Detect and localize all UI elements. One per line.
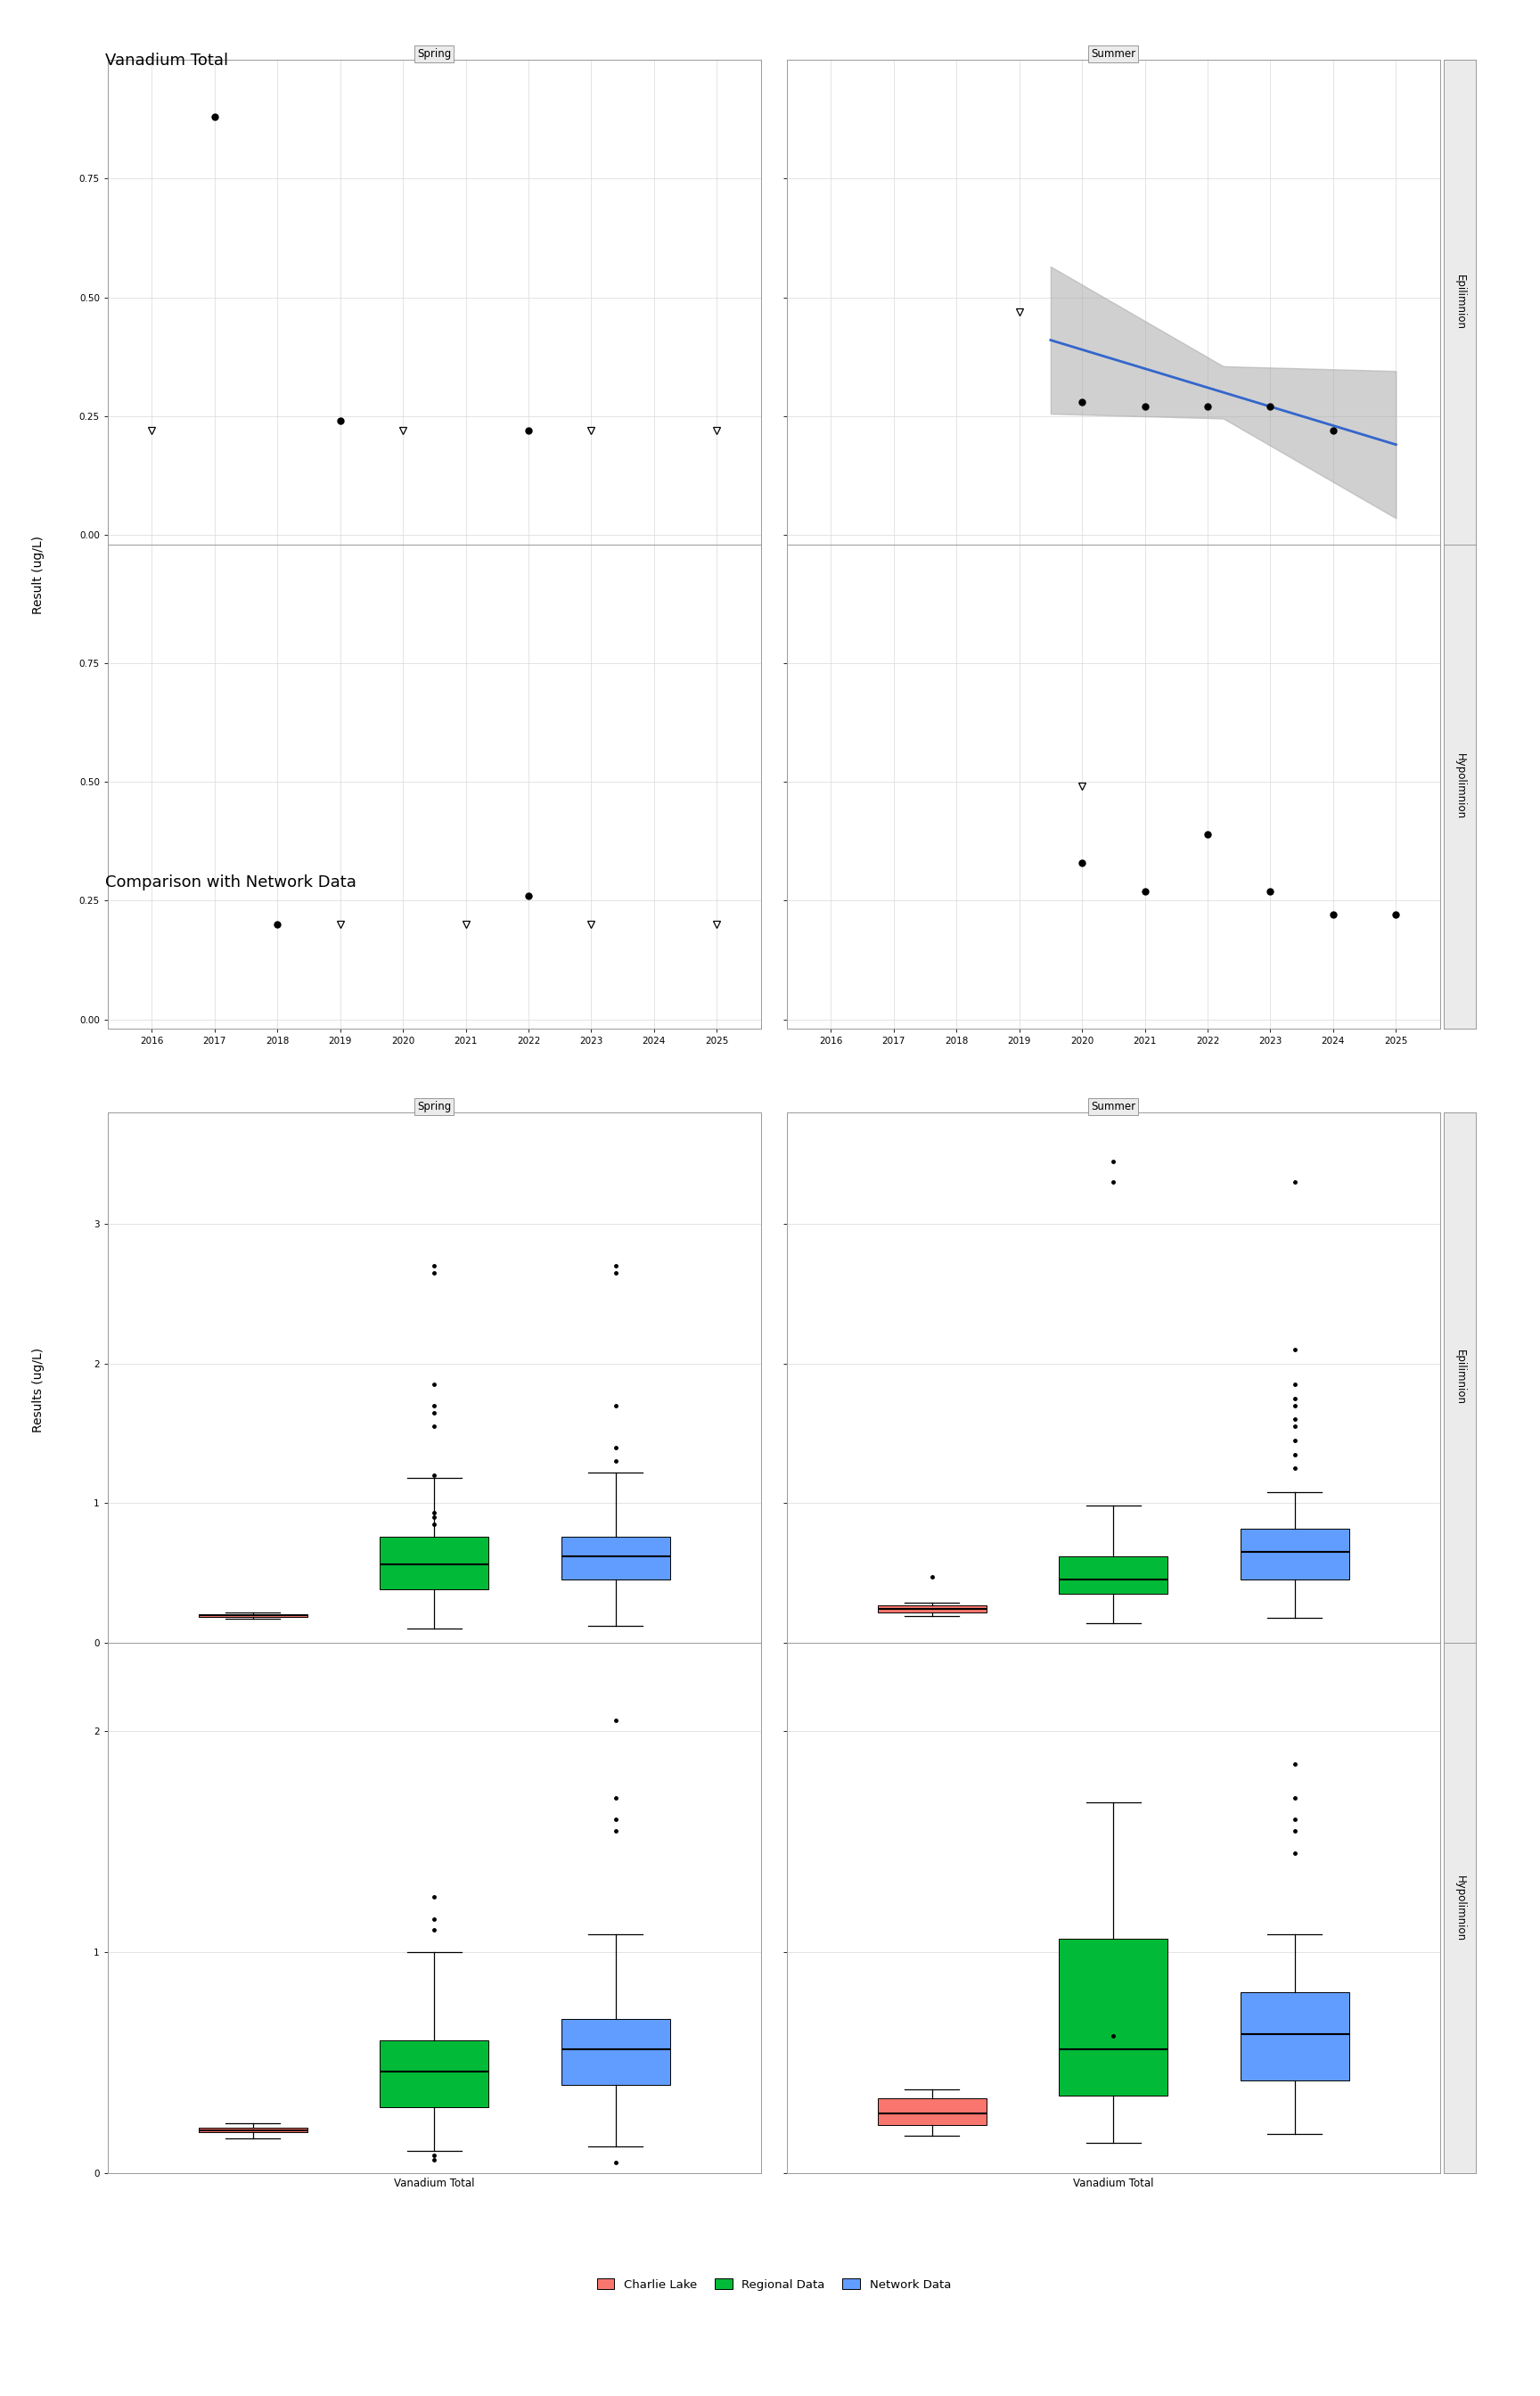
Text: Result (ug/L): Result (ug/L) xyxy=(32,537,45,613)
Title: Spring: Spring xyxy=(417,1100,451,1112)
PathPatch shape xyxy=(878,2099,987,2125)
Text: Epilimnion: Epilimnion xyxy=(1454,276,1466,331)
PathPatch shape xyxy=(199,1615,308,1617)
PathPatch shape xyxy=(878,1605,987,1613)
Text: Results (ug/L): Results (ug/L) xyxy=(32,1347,45,1433)
PathPatch shape xyxy=(561,1536,670,1579)
PathPatch shape xyxy=(380,1536,488,1589)
Title: Summer: Summer xyxy=(1090,48,1135,60)
PathPatch shape xyxy=(1240,1991,1349,2080)
PathPatch shape xyxy=(199,2128,308,2132)
Title: Summer: Summer xyxy=(1090,1100,1135,1112)
PathPatch shape xyxy=(561,2017,670,2085)
Title: Spring: Spring xyxy=(417,48,451,60)
Text: Hypolimnion: Hypolimnion xyxy=(1454,752,1466,819)
Text: Epilimnion: Epilimnion xyxy=(1454,1349,1466,1404)
PathPatch shape xyxy=(1060,1938,1167,2096)
PathPatch shape xyxy=(380,2041,488,2106)
PathPatch shape xyxy=(1060,1557,1167,1593)
PathPatch shape xyxy=(1240,1529,1349,1579)
Text: Comparison with Network Data: Comparison with Network Data xyxy=(105,875,356,891)
Text: Hypolimnion: Hypolimnion xyxy=(1454,1876,1466,1941)
Legend: Charlie Lake, Regional Data, Network Data: Charlie Lake, Regional Data, Network Dat… xyxy=(591,2274,956,2295)
Text: Vanadium Total: Vanadium Total xyxy=(105,53,228,69)
